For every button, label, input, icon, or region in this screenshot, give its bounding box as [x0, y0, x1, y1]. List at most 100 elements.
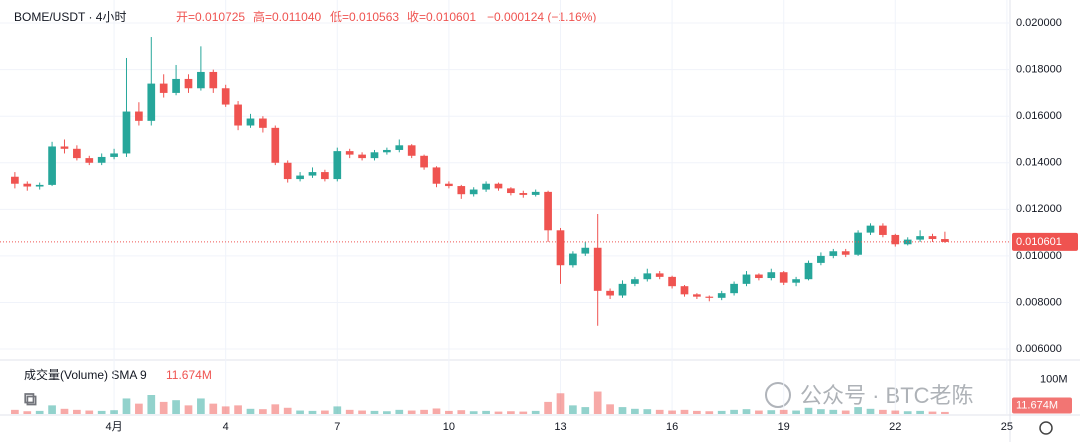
candle-body: [606, 290, 614, 296]
volume-bar: [110, 410, 118, 414]
candle-body: [519, 193, 528, 195]
volume-bar: [321, 410, 329, 414]
price-label: 0.010601: [1016, 236, 1062, 248]
volume-bar: [581, 407, 590, 414]
volume-bar: [891, 410, 900, 414]
volume-bar: [23, 411, 32, 414]
candle-body: [184, 78, 193, 89]
candle-body: [804, 262, 813, 280]
candle-body: [705, 296, 714, 298]
volume-bar: [804, 407, 813, 414]
candle-body: [841, 251, 850, 255]
volume-bar: [383, 411, 391, 414]
candle-body: [35, 184, 44, 187]
volume-bar: [742, 409, 751, 414]
volume-bar: [606, 404, 614, 414]
volume-bar: [333, 406, 342, 414]
volume-bar: [246, 408, 255, 414]
candle-body: [556, 230, 565, 266]
volume-bar: [345, 409, 354, 414]
candle-body: [296, 175, 304, 180]
ohlc-close: 收=0.010601: [407, 10, 476, 24]
candle-body: [717, 293, 726, 298]
volume-bar: [184, 405, 193, 414]
candle-body: [333, 151, 342, 180]
volume-bar: [172, 400, 180, 414]
candle-body: [829, 251, 838, 256]
volume-bar: [209, 403, 218, 414]
candle-body: [482, 183, 490, 190]
volume-bar: [829, 409, 838, 414]
volume-bar: [122, 398, 131, 414]
candle-body: [779, 272, 788, 283]
price-badge: [1012, 232, 1078, 251]
candle-body: [308, 172, 317, 176]
volume-bar: [631, 408, 639, 414]
candle-body: [941, 239, 949, 242]
candle-body: [469, 189, 478, 195]
volume-bar: [730, 409, 738, 414]
volume-bar: [593, 391, 602, 414]
candle-body: [197, 71, 205, 89]
volume-bar: [569, 405, 577, 414]
volume-bar: [903, 411, 912, 414]
x-tick-label: 4: [223, 421, 229, 433]
volume-bar: [73, 409, 81, 414]
volume-bar: [556, 393, 565, 414]
volume-bar: [147, 395, 156, 414]
ohlc-high: 高=0.011040: [253, 9, 321, 24]
candle-body: [60, 146, 69, 149]
candle-body: [544, 191, 552, 231]
x-tick-label: 10: [443, 421, 455, 433]
candle-body: [531, 191, 540, 195]
candle-body: [792, 279, 800, 283]
y-tick-label: 0.020000: [1016, 17, 1062, 29]
candle-body: [618, 283, 627, 296]
volume-bar: [445, 410, 453, 414]
candle-body: [209, 71, 218, 89]
volume-bar: [259, 409, 267, 414]
x-tick-label: 4月: [106, 421, 123, 433]
x-tick-label: 16: [666, 421, 678, 433]
candle-body: [159, 83, 168, 93]
volume-bar: [507, 411, 515, 414]
y-tick-label: 0.008000: [1016, 296, 1062, 308]
candle-body: [358, 154, 366, 159]
volume-tick-label: 100M: [1040, 373, 1068, 385]
candle-body: [23, 183, 32, 187]
volume-bar: [283, 407, 292, 414]
candle-body: [147, 83, 156, 121]
volume-bar: [705, 411, 714, 414]
candle-body: [903, 239, 912, 245]
x-tick-label: 22: [889, 421, 901, 433]
candle-body: [445, 183, 453, 187]
volume-bar: [841, 410, 850, 414]
candle-body: [110, 153, 118, 157]
volume-bar: [680, 409, 689, 414]
volume-bar: [643, 409, 652, 414]
x-tick-label: 19: [778, 421, 790, 433]
candle-body: [457, 186, 466, 195]
candle-body: [817, 255, 825, 263]
chart-title: BOME/USDT · 4小时: [14, 10, 126, 24]
volume-bar: [482, 410, 490, 414]
settings-icon[interactable]: [1039, 421, 1053, 435]
volume-bar: [296, 410, 304, 414]
x-tick-label: 25: [1001, 421, 1013, 433]
candle-body: [234, 104, 242, 126]
y-tick-label: 0.010000: [1016, 250, 1062, 262]
ohlc-low: 低=0.010563: [330, 10, 399, 24]
watermark-icon: [765, 382, 791, 408]
volume-bar: [60, 408, 69, 414]
volume-bar: [432, 408, 441, 414]
volume-bar: [655, 409, 664, 414]
candle-body: [73, 148, 81, 159]
candle-body: [680, 286, 689, 295]
volume-bar: [668, 410, 676, 414]
volume-bar: [544, 401, 552, 414]
candle-body: [655, 273, 664, 277]
x-tick-label: 13: [554, 421, 566, 433]
volume-bar: [234, 405, 242, 414]
candle-body: [742, 274, 751, 284]
